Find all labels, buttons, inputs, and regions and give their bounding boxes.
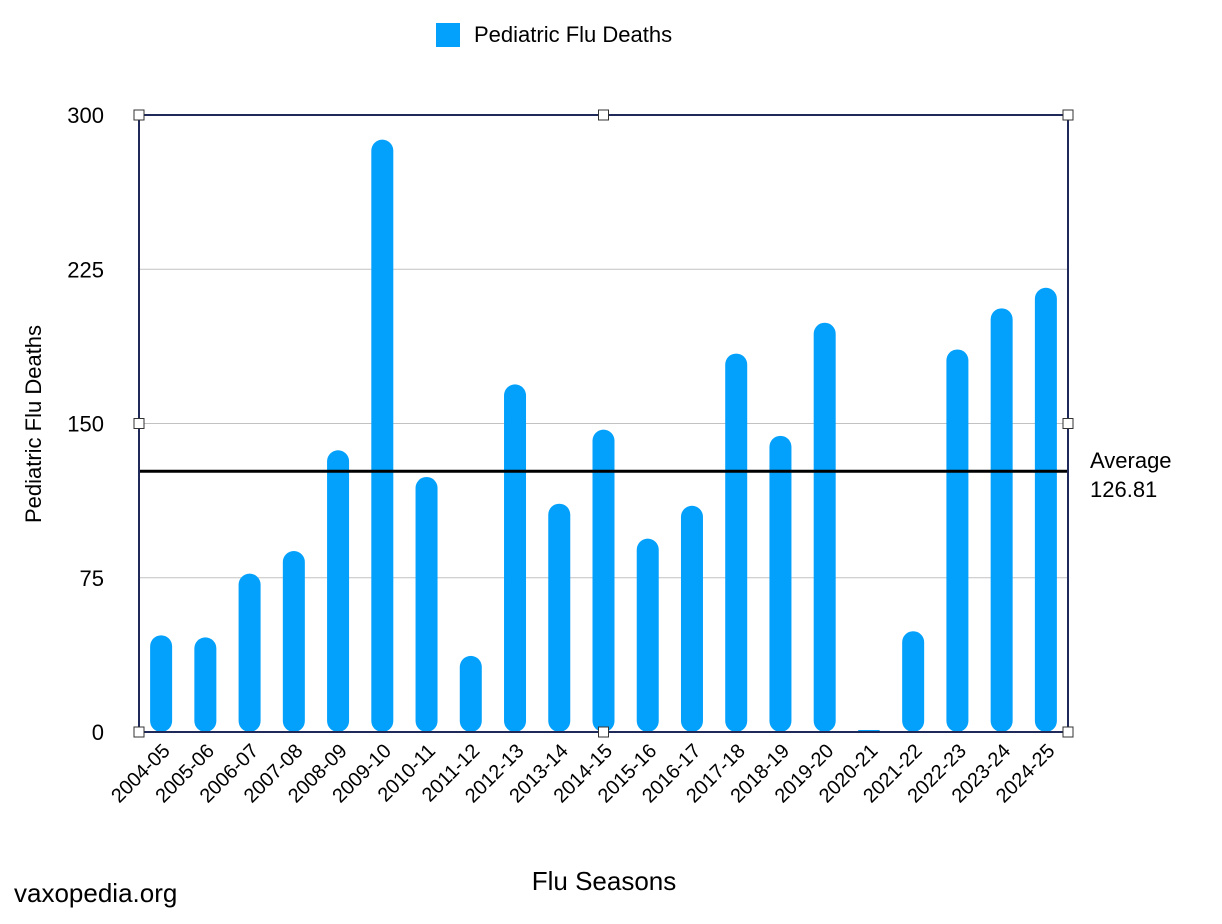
bar-2015-16 [636,538,659,732]
y-tick-label: 75 [80,566,104,591]
bar-2024-25 [1034,287,1057,732]
bar-2004-05 [150,635,173,732]
selection-handle[interactable] [1062,726,1074,738]
x-axis-label: Flu Seasons [531,866,677,896]
bar-2013-14 [548,503,571,732]
legend-label: Pediatric Flu Deaths [474,22,673,47]
average-annotation: Average 126.81 [1090,446,1172,504]
x-tick-labels: 2004-052005-062006-072007-082008-092009-… [107,740,1059,807]
y-tick-labels: 0 75 150 225 300 [67,103,104,745]
average-label: Average [1090,448,1172,473]
y-tick-label: 225 [67,257,104,282]
y-tick-label: 0 [92,720,104,745]
selection-handle[interactable] [1062,109,1074,121]
bar-2008-09 [327,450,350,732]
y-axis-label: Pediatric Flu Deaths [21,324,46,524]
bar-2007-08 [282,551,305,732]
selection-handle[interactable] [598,726,609,738]
source-credit: vaxopedia.org [14,878,178,908]
legend: Pediatric Flu Deaths [436,22,672,48]
bar-2011-12 [459,655,482,732]
selection-handle[interactable] [598,109,609,121]
bar-2019-20 [813,322,836,732]
bar-2005-06 [194,637,217,732]
selection-handle[interactable] [133,418,145,429]
bar-2006-07 [238,573,261,732]
selection-handle[interactable] [1062,418,1074,429]
bars [150,139,1057,732]
bar-2018-19 [769,435,792,732]
bar-2021-22 [902,631,925,732]
bar-2022-23 [946,349,969,732]
selection-handle[interactable] [133,726,145,738]
bar-2010-11 [415,476,438,732]
bar-2016-17 [680,505,703,732]
bar-2012-13 [504,384,527,732]
selection-handle[interactable] [133,109,145,121]
y-tick-label: 150 [67,412,104,437]
bar-2023-24 [990,308,1013,732]
bar-2017-18 [725,353,748,732]
selection-handles [133,109,1074,738]
legend-swatch [436,23,460,47]
y-tick-label: 300 [67,103,104,128]
average-value: 126.81 [1090,477,1158,502]
bar-2014-15 [592,429,615,732]
bar-2009-10 [371,139,394,732]
